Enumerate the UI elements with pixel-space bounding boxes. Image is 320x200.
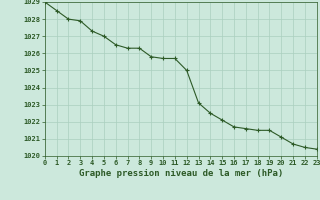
X-axis label: Graphe pression niveau de la mer (hPa): Graphe pression niveau de la mer (hPa) [79, 169, 283, 178]
